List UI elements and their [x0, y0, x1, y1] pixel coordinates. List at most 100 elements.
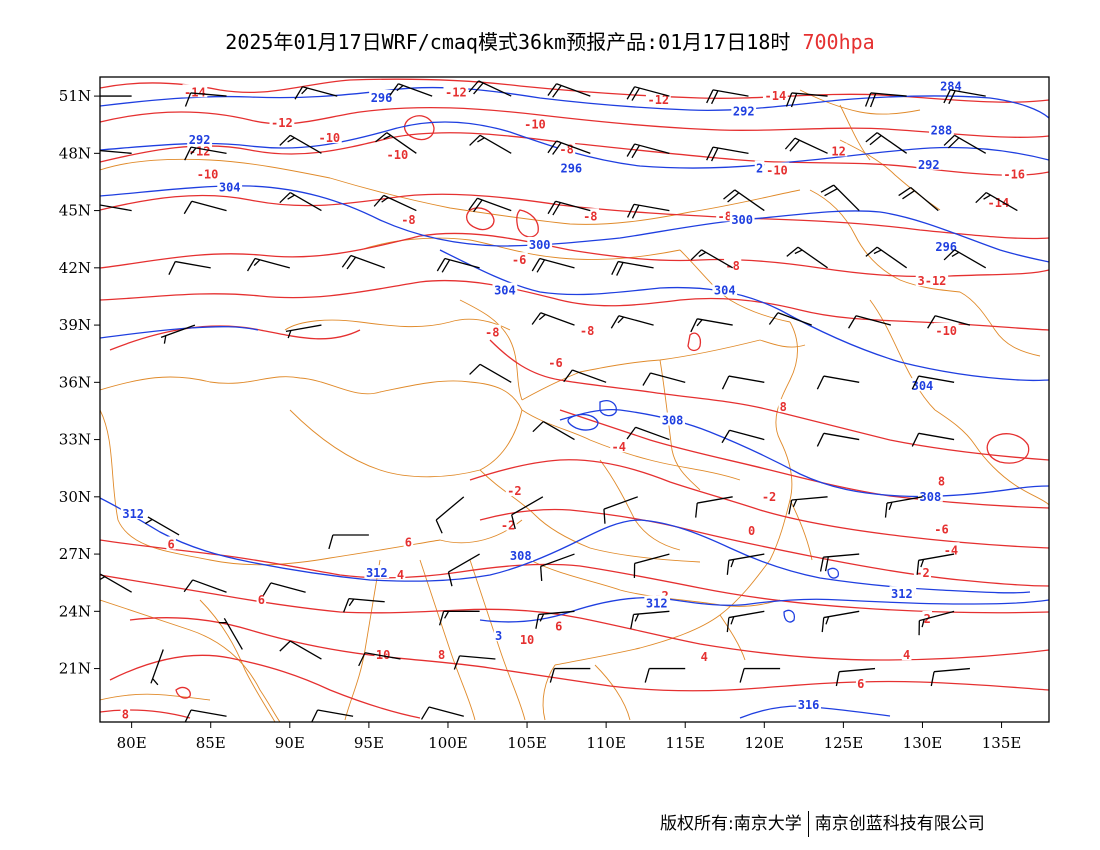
contour-label: -10	[524, 118, 546, 132]
contour-label: 292	[733, 104, 755, 118]
contour-label: -10	[387, 148, 409, 162]
contour-label: -12	[647, 93, 669, 107]
wind-barb	[343, 597, 385, 613]
wind-barb	[469, 134, 512, 154]
wind-barb	[100, 573, 132, 593]
contour-label-bg	[436, 647, 447, 661]
wind-barb	[927, 315, 971, 329]
contour-label: -12	[271, 116, 293, 130]
wind-barb	[100, 149, 132, 154]
credit-left: 版权所有:南京大学	[660, 814, 802, 834]
wind-barb	[373, 194, 417, 212]
contour-label-bg	[660, 412, 685, 426]
contour-label: 292	[918, 158, 940, 172]
contour-label: -6	[548, 356, 562, 370]
contour-label-bg	[933, 322, 959, 336]
wind-barb	[848, 315, 892, 329]
wind-barb	[160, 324, 196, 344]
wind-barb	[547, 140, 591, 155]
contour-label-bg	[527, 236, 553, 250]
plot-frame	[99, 76, 1050, 723]
contour-label-bg	[120, 505, 146, 519]
wind-barb	[420, 706, 464, 720]
contour-label: 296	[935, 240, 957, 254]
wind-barb	[633, 553, 670, 578]
wind-barb	[943, 249, 987, 269]
contour-label: 8	[122, 707, 129, 721]
contour-label-bg	[985, 194, 1011, 208]
wind-barb	[279, 640, 322, 660]
lon-tick-label: 125E	[824, 734, 864, 752]
wind-barb	[279, 192, 322, 212]
wind-barb	[184, 146, 227, 161]
contour-label: -10	[197, 167, 219, 181]
contour-label-bg	[830, 143, 848, 157]
wind-barb	[453, 655, 496, 670]
contour-label-bg	[901, 647, 912, 661]
contour-label-bg	[553, 618, 564, 632]
longitude-axis: 80E 85E 90E 95E 100E 105E 110E 115E 120E 125E 130E…	[117, 722, 1022, 752]
temperature-contour-labels: -14 -12-12 -14-12 -10-10-8-12 -10 12-10 -16-10…	[120, 84, 1027, 721]
contour-label: -14	[184, 85, 206, 99]
contour-label-bg	[492, 282, 518, 296]
contour-label: 8	[438, 648, 445, 662]
contour-label-bg	[217, 179, 243, 193]
wind-barb	[819, 553, 860, 572]
wind-barb	[375, 132, 417, 154]
wind-barb	[630, 610, 670, 629]
contour-label-bg	[578, 322, 596, 336]
contour-label: 304	[219, 181, 241, 195]
contour-label: 4	[903, 648, 910, 662]
wind-barb	[816, 432, 860, 447]
contour-label: -4	[612, 440, 626, 454]
lon-tick-label: 90E	[275, 734, 305, 752]
contour-label: -4	[944, 543, 958, 557]
contour-label: 6	[857, 677, 864, 691]
contour-label: -14	[765, 89, 787, 103]
contour-label: -16	[1003, 167, 1025, 181]
lon-tick-label: 135E	[982, 734, 1022, 752]
contour-label-bg	[699, 649, 709, 663]
copyright-credit: 版权所有:南京大学 南京创蓝科技有限公司	[660, 809, 985, 837]
contour-label-bg	[760, 488, 778, 502]
contour-label-bg	[443, 84, 469, 98]
wind-barb	[864, 92, 907, 108]
wind-barb	[535, 610, 575, 629]
contour-label: 10	[520, 633, 534, 647]
contour-label-bg	[916, 156, 942, 170]
contour-label-bg	[796, 696, 821, 710]
wind-barb	[547, 200, 591, 216]
contour-label-bg	[369, 89, 394, 103]
wind-barb	[468, 197, 512, 213]
wind-barb	[695, 496, 733, 518]
contour-label-bg	[395, 567, 406, 581]
contour-label: 6	[168, 538, 175, 552]
wind-barb	[721, 429, 765, 444]
lat-tick-label: 51N	[59, 87, 91, 105]
contour-label: 296	[371, 91, 393, 105]
wind-barb	[784, 137, 828, 154]
contour-label-bg	[493, 628, 504, 642]
wind-barb	[563, 369, 607, 383]
credit-separator	[807, 811, 809, 837]
contour-label-bg	[510, 252, 528, 266]
contour-label-bg	[754, 160, 765, 174]
wind-barb	[723, 189, 765, 212]
contour-label: -12	[445, 85, 467, 99]
wind-barb	[150, 649, 164, 686]
contour-label-bg	[499, 517, 517, 531]
wind-barb	[358, 652, 401, 667]
contour-label-bg	[483, 324, 501, 338]
contour-label-bg	[932, 521, 951, 535]
wind-barb	[644, 667, 686, 683]
boundary-lines	[100, 89, 1049, 722]
lon-tick-label: 100E	[428, 734, 468, 752]
contour-label-bg	[187, 131, 213, 145]
wind-barb	[820, 184, 860, 212]
wind-barb	[294, 86, 338, 100]
contour-label-bg	[731, 103, 757, 117]
contour-label: -2	[501, 518, 515, 532]
contour-label: -8	[485, 326, 499, 340]
contour-label: -8	[583, 209, 597, 223]
